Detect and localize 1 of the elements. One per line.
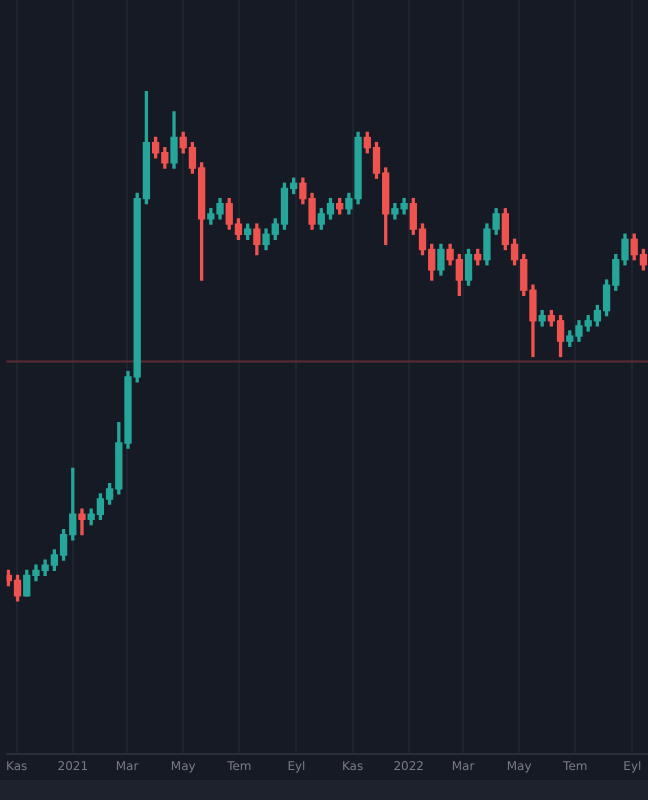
candlestick — [78, 508, 86, 536]
